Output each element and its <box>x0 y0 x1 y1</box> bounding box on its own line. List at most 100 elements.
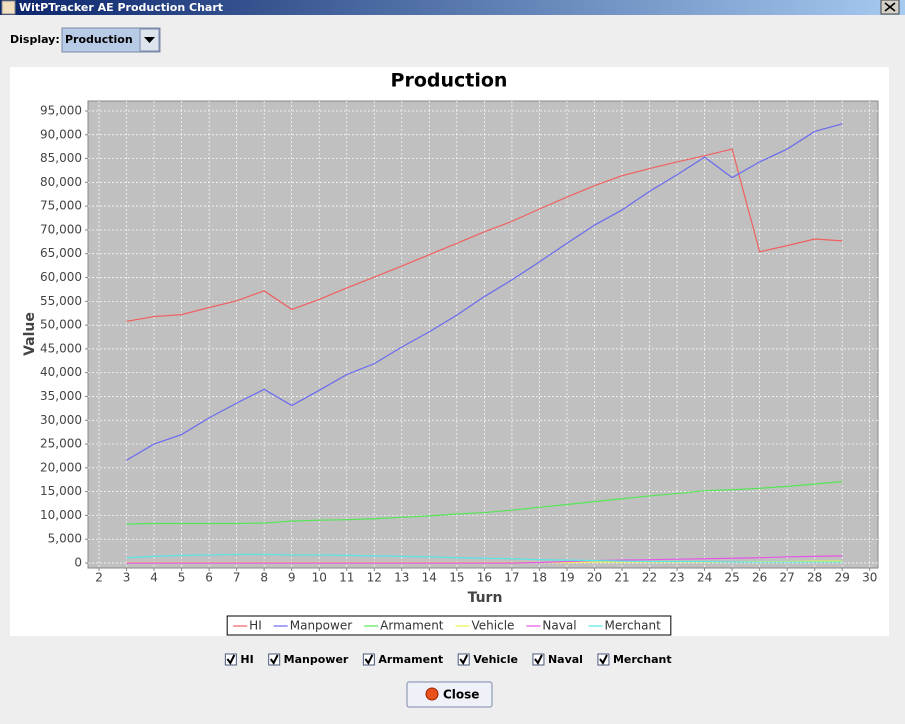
checkbox <box>457 653 470 666</box>
x-tick-label: 8 <box>260 571 268 585</box>
checkmark <box>364 654 374 665</box>
y-tick-label: 25,000 <box>40 437 82 451</box>
checkbox <box>532 653 545 666</box>
y-tick-label: 30,000 <box>40 413 82 427</box>
x-axis-label: Turn <box>468 590 503 606</box>
checkbox <box>224 653 237 666</box>
y-tick-label: 50,000 <box>40 318 82 332</box>
series-line <box>126 553 843 563</box>
series-checkbox[interactable]: Merchant <box>597 653 672 666</box>
x-tick-label: 19 <box>559 571 574 585</box>
x-tick-label: 28 <box>807 571 822 585</box>
x-tick-label: 11 <box>339 571 354 585</box>
y-tick-label: 55,000 <box>40 294 82 308</box>
y-tick-label: 10,000 <box>40 508 82 522</box>
window-title: WitPTracker AE Production Chart <box>19 1 223 14</box>
series-line <box>126 555 843 564</box>
x-tick-label: 21 <box>614 571 629 585</box>
x-tick-label: 27 <box>780 571 795 585</box>
title-bar <box>0 0 905 15</box>
legend-label: Merchant <box>605 619 662 633</box>
y-tick-label: 95,000 <box>40 103 82 117</box>
legend-frame <box>226 615 672 636</box>
y-tick-label: 0 <box>74 556 82 570</box>
legend: HI Manpower Armament Vehicle Naval Merchant <box>226 615 672 636</box>
x-tick-label: 20 <box>587 571 602 585</box>
close-window[interactable] <box>880 0 900 15</box>
checkbox-label: Naval <box>548 653 583 666</box>
series-checkbox[interactable]: HI <box>224 653 254 666</box>
checkbox <box>268 653 281 666</box>
series-line <box>126 123 843 461</box>
series-checkbox[interactable]: Naval <box>532 653 583 666</box>
checkbox <box>362 653 375 666</box>
series-toggles: HI Manpower Armament Vehicle Naval Merchant <box>224 653 672 666</box>
checkmark <box>599 654 608 665</box>
x-tick-label: 10 <box>312 571 327 585</box>
checkmark <box>534 654 543 665</box>
series-line <box>126 148 843 322</box>
legend-label: HI <box>249 619 262 633</box>
y-tick-label: 35,000 <box>40 389 82 403</box>
close-button[interactable]: Close <box>406 681 493 708</box>
y-tick-label: 20,000 <box>40 460 82 474</box>
y-tick-label: 85,000 <box>40 151 82 165</box>
x-tick-label: 26 <box>752 571 767 585</box>
x-tick-label: 13 <box>394 571 409 585</box>
checkbox-label: Vehicle <box>473 653 518 666</box>
series-checkbox[interactable]: Manpower <box>268 653 349 666</box>
checkbox-label: Manpower <box>284 653 349 666</box>
x-tick-label: 14 <box>422 571 437 585</box>
y-tick-label: 60,000 <box>40 270 82 284</box>
x-tick-label: 2 <box>95 571 103 585</box>
legend-label: Armament <box>380 619 444 633</box>
x-tick-label: 16 <box>477 571 492 585</box>
app-icon <box>1 0 16 15</box>
y-tick-label: 90,000 <box>40 127 82 141</box>
x-tick-label: 5 <box>178 571 186 585</box>
y-tick-label: 45,000 <box>40 341 82 355</box>
legend-label: Manpower <box>290 619 352 633</box>
x-tick-label: 23 <box>669 571 684 585</box>
legend-label: Vehicle <box>472 619 515 633</box>
checkbox-label: Merchant <box>613 653 672 666</box>
display-dropdown[interactable]: Production <box>61 27 161 53</box>
y-tick-label: 70,000 <box>40 222 82 236</box>
series-line <box>126 481 843 525</box>
checkbox <box>597 653 610 666</box>
x-tick-label: 17 <box>504 571 519 585</box>
x-tick-label: 12 <box>367 571 382 585</box>
x-tick-label: 3 <box>123 571 131 585</box>
y-tick-label: 15,000 <box>40 484 82 498</box>
x-tick-label: 9 <box>288 571 296 585</box>
checkmark <box>459 654 469 665</box>
y-tick-label: 40,000 <box>40 365 82 379</box>
checkmark <box>226 654 236 665</box>
dropdown-value: Production <box>65 33 133 46</box>
x-tick-label: 7 <box>233 571 241 585</box>
series-checkbox[interactable]: Armament <box>362 653 443 666</box>
x-tick-label: 22 <box>642 571 657 585</box>
checkmark <box>269 654 279 665</box>
x-tick-label: 18 <box>532 571 547 585</box>
plot-area <box>87 100 879 569</box>
x-tick-label: 15 <box>449 571 464 585</box>
x-tick-label: 24 <box>697 571 712 585</box>
checkbox-label: Armament <box>378 653 443 666</box>
x-tick-label: 4 <box>150 571 158 585</box>
y-tick-label: 80,000 <box>40 175 82 189</box>
x-tick-label: 30 <box>862 571 877 585</box>
y-axis-label: Value <box>22 312 38 356</box>
chart-title: Production <box>391 70 508 92</box>
x-tick-label: 6 <box>205 571 213 585</box>
x-tick-label: 29 <box>835 571 850 585</box>
x-tick-label: 25 <box>724 571 739 585</box>
close-label: Close <box>443 688 479 702</box>
display-label: Display: <box>10 33 60 46</box>
series-checkbox[interactable]: Vehicle <box>457 653 518 666</box>
y-tick-label: 65,000 <box>40 246 82 260</box>
y-tick-label: 75,000 <box>40 199 82 213</box>
legend-label: Naval <box>542 619 576 633</box>
y-tick-label: 5,000 <box>48 532 82 546</box>
